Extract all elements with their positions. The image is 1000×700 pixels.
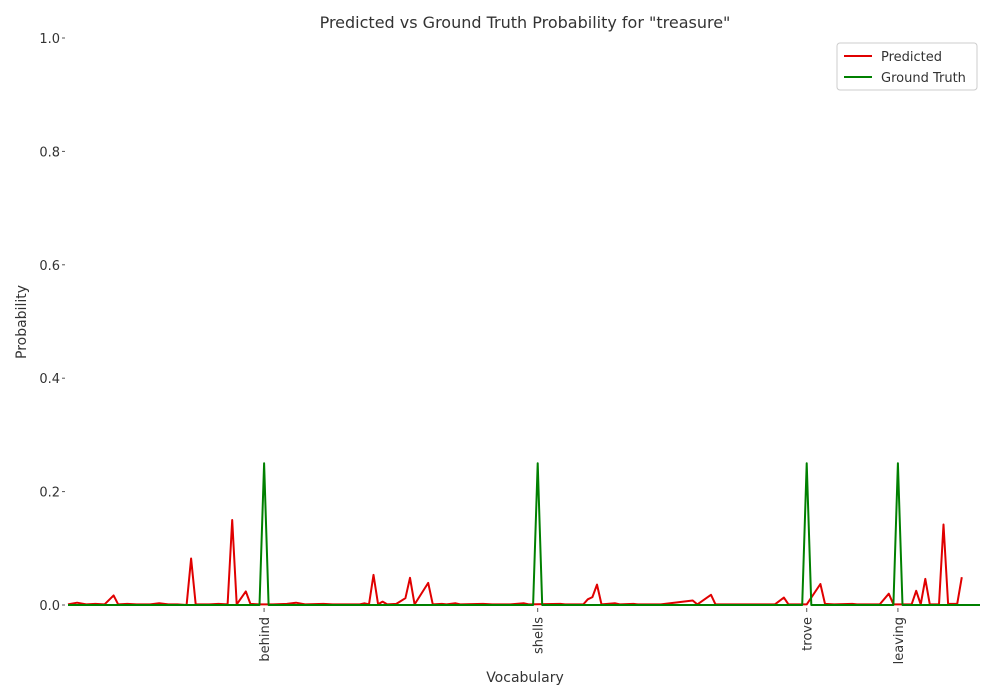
y-axis: 0.0 0.2 0.4 0.6 0.8 1.0: [39, 32, 65, 614]
chart-title: Predicted vs Ground Truth Probability fo…: [320, 13, 731, 32]
y-tick-label: 0.8: [39, 145, 60, 160]
y-tick-label: 0.6: [39, 259, 60, 274]
plot-area: [67, 462, 980, 606]
legend: Predicted Ground Truth: [836, 42, 978, 91]
x-tick-label: behind: [258, 617, 273, 662]
y-tick-label: 0.0: [39, 599, 60, 614]
legend-label: Predicted: [881, 50, 942, 65]
x-tick-label: trove: [801, 617, 816, 651]
legend-label: Ground Truth: [881, 71, 966, 86]
y-axis-label: Probability: [14, 285, 30, 359]
series-line-ground-truth: [68, 462, 980, 606]
x-axis: behind shells trove leaving: [258, 608, 907, 664]
y-tick-label: 1.0: [39, 32, 60, 47]
series-line-predicted: [67, 519, 963, 606]
x-tick-label: shells: [532, 617, 547, 654]
legend-box: [836, 42, 978, 91]
y-tick-label: 0.2: [39, 486, 60, 501]
y-tick-label: 0.4: [39, 372, 60, 387]
x-tick-label: leaving: [892, 617, 907, 664]
x-axis-label: Vocabulary: [486, 670, 564, 686]
